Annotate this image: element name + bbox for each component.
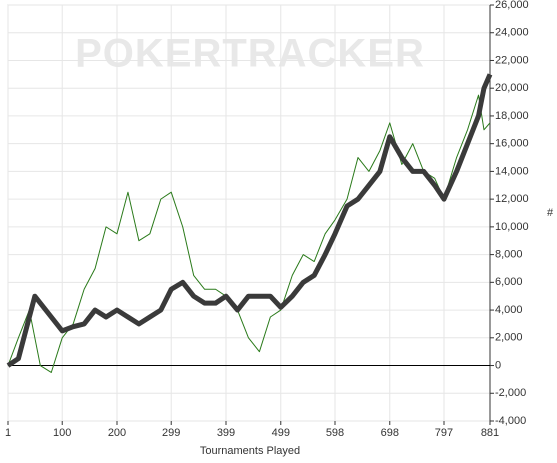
- y-tick-label: 18,000: [495, 110, 529, 122]
- y-tick-label: 2,000: [495, 332, 523, 344]
- x-tick-label: 200: [108, 427, 126, 439]
- plot-area: [7, 4, 491, 422]
- y-tick-label: 6,000: [495, 276, 523, 288]
- y-tick-label: -2,000: [495, 387, 526, 399]
- y-tick-label: 22,000: [495, 54, 529, 66]
- x-tick-label: 399: [217, 427, 235, 439]
- y-tick-label: 10,000: [495, 221, 529, 233]
- y-tick-label: 16,000: [495, 138, 529, 150]
- x-tick-label: 698: [381, 427, 399, 439]
- y-tick-label: 8,000: [495, 249, 523, 261]
- y-axis-title: #: [547, 207, 554, 219]
- y-tick-label: 20,000: [495, 82, 529, 94]
- x-axis-title: Tournaments Played: [200, 445, 300, 457]
- x-tick-label: 797: [435, 427, 453, 439]
- y-tick-label: 0: [495, 359, 501, 371]
- y-tick-label: 26,000: [495, 0, 529, 11]
- series-line: [7, 94, 491, 373]
- x-tick-label: 1: [5, 427, 11, 439]
- x-tick-label: 598: [326, 427, 344, 439]
- x-tick-label: 881: [481, 427, 499, 439]
- x-tick-label: 100: [53, 427, 71, 439]
- series-line: [6, 73, 493, 368]
- y-tick-label: 12,000: [495, 193, 529, 205]
- watermark: POKERTRACKER: [75, 32, 425, 76]
- y-tick-label: -4,000: [495, 415, 526, 427]
- y-tick-label: 24,000: [495, 27, 529, 39]
- y-tick-label: 14,000: [495, 165, 529, 177]
- y-tick-label: 4,000: [495, 304, 523, 316]
- x-tick-label: 299: [162, 427, 180, 439]
- x-tick-label: 499: [272, 427, 290, 439]
